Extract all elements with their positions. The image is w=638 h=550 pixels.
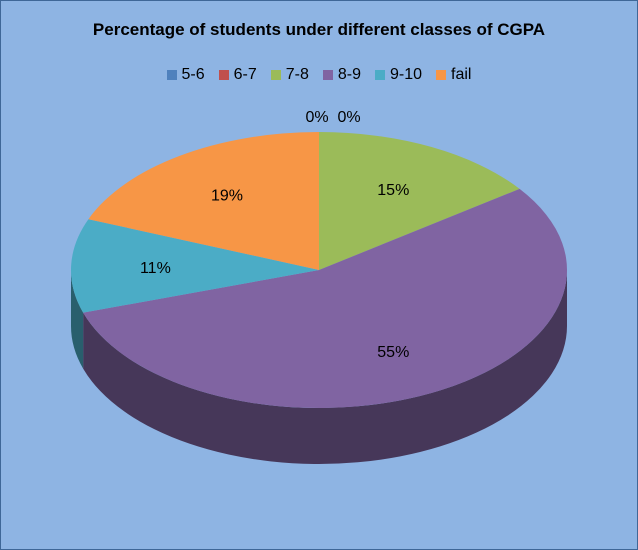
legend-swatch-fail bbox=[436, 70, 447, 80]
data-label-5-6: 0% bbox=[305, 109, 328, 126]
data-label-6-7: 0% bbox=[337, 109, 360, 126]
legend-item-7-8: 7-8 bbox=[270, 66, 309, 84]
legend-label-5-6: 5-6 bbox=[181, 66, 205, 83]
data-label-7-8: 15% bbox=[377, 182, 409, 199]
pie-labels: 0% 0% 15% 55% 11% 19% bbox=[140, 109, 409, 361]
legend-item-5-6: 5-6 bbox=[166, 66, 205, 84]
legend-label-9-10: 9-10 bbox=[390, 66, 423, 83]
legend-swatch-7-8 bbox=[270, 70, 281, 80]
legend-item-8-9: 8-9 bbox=[322, 66, 361, 84]
chart-title: Percentage of students under different c… bbox=[92, 20, 546, 39]
pie-slice-8-9 bbox=[83, 188, 567, 409]
legend-swatch-6-7 bbox=[218, 70, 229, 80]
data-label-fail: 19% bbox=[211, 188, 243, 205]
data-label-8-9: 55% bbox=[377, 344, 409, 361]
legend: 5-6 6-7 7-8 8-9 9-10 fail bbox=[0, 66, 638, 84]
legend-label-8-9: 8-9 bbox=[337, 66, 361, 83]
data-label-9-10: 11% bbox=[140, 260, 171, 277]
legend-label-6-7: 6-7 bbox=[233, 66, 257, 83]
pie-slice-fail bbox=[88, 132, 319, 270]
legend-swatch-9-10 bbox=[375, 70, 385, 80]
legend-item-9-10: 9-10 bbox=[375, 66, 422, 84]
legend-swatch-8-9 bbox=[322, 70, 333, 80]
legend-item-fail: fail bbox=[436, 66, 471, 84]
pie-slices bbox=[71, 132, 567, 409]
pie-slice-9-10 bbox=[71, 219, 319, 313]
legend-label-fail: fail bbox=[451, 66, 472, 83]
pie-slice-7-8 bbox=[319, 132, 520, 270]
pie-side-8-9 bbox=[83, 270, 567, 464]
pie-sides bbox=[71, 270, 567, 464]
legend-label-7-8: 7-8 bbox=[285, 66, 309, 83]
legend-swatch-5-6 bbox=[166, 70, 177, 80]
pie-side-9-10 bbox=[71, 270, 84, 369]
legend-item-6-7: 6-7 bbox=[218, 66, 257, 84]
